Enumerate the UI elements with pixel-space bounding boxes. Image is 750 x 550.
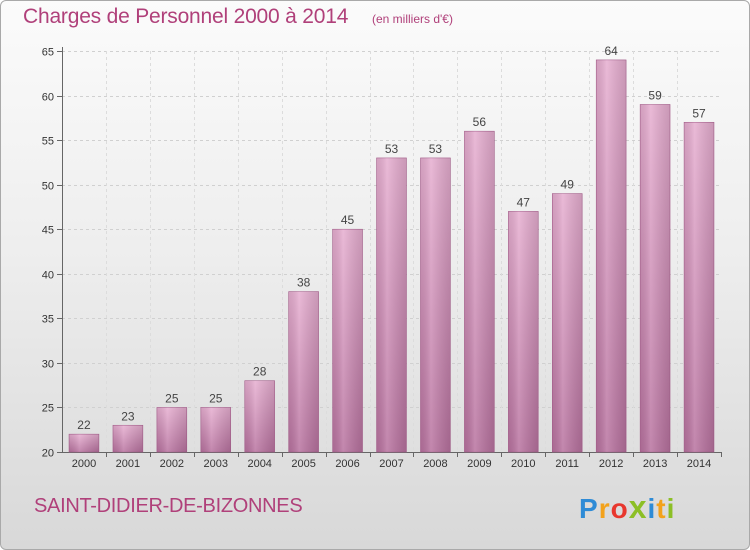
data-label: 53	[429, 142, 443, 156]
x-tick-label: 2004	[247, 458, 271, 470]
data-label: 45	[341, 213, 355, 227]
x-tick-label: 2014	[687, 458, 711, 470]
x-tick-label: 2009	[467, 458, 491, 470]
bar-shading	[244, 380, 275, 452]
data-label: 25	[209, 391, 223, 405]
x-tick-label: 2005	[291, 458, 315, 470]
y-tick-label: 25	[42, 403, 54, 415]
bar-shading	[464, 131, 495, 452]
x-tick-label: 2007	[379, 458, 403, 470]
bar-shading	[508, 211, 539, 452]
grid-lines	[62, 51, 721, 452]
y-tick-label: 50	[42, 181, 54, 193]
y-tick-label: 40	[42, 270, 54, 282]
commune-name: SAINT-DIDIER-DE-BIZONNES	[34, 495, 303, 517]
data-label: 64	[604, 44, 618, 58]
data-label: 25	[165, 391, 179, 405]
x-tick-label: 2013	[643, 458, 667, 470]
x-tick-label: 2002	[160, 458, 184, 470]
y-tick-label: 45	[42, 225, 54, 237]
axes	[57, 47, 722, 457]
data-label: 53	[385, 142, 399, 156]
y-tick-label: 20	[42, 448, 54, 460]
bar-shading	[376, 157, 407, 452]
x-tick-label: 2006	[335, 458, 359, 470]
y-tick-label: 35	[42, 314, 54, 326]
chart-subtitle: (en milliers d'€)	[372, 12, 453, 26]
bar-shading	[288, 291, 319, 452]
bar-shading	[684, 122, 714, 453]
data-label: 47	[517, 195, 531, 209]
bar-shading	[640, 104, 671, 452]
x-tick-label: 2012	[599, 458, 623, 470]
x-tick-label: 2003	[204, 458, 228, 470]
data-label: 59	[648, 88, 662, 102]
bar-shading	[552, 193, 583, 453]
data-label: 57	[692, 106, 706, 120]
data-label: 23	[121, 409, 135, 423]
data-label: 56	[473, 115, 487, 129]
bar-shading	[156, 407, 187, 452]
bar-shading	[69, 434, 99, 452]
x-tick-label: 2001	[116, 458, 140, 470]
chart-title: Charges de Personnel 2000 à 2014	[23, 5, 349, 28]
x-tick-label: 2010	[511, 458, 535, 470]
data-label: 28	[253, 365, 267, 379]
x-tick-label: 2000	[72, 458, 96, 470]
data-label: 49	[561, 178, 575, 192]
y-tick-label: 60	[42, 92, 54, 104]
data-label: 38	[297, 276, 311, 290]
y-tick-label: 65	[42, 47, 54, 59]
proxiti-logo[interactable]: Proxiti	[579, 489, 676, 525]
bar-shading	[420, 157, 451, 452]
bar-shading	[200, 407, 231, 452]
bars	[68, 59, 715, 453]
bar-shading	[596, 59, 627, 453]
data-label: 22	[77, 418, 91, 432]
labels: 20 25 30 35 40 45 50 55 60 65 2000 22 2001 23 2002 25 20…	[42, 44, 712, 470]
bar-shading	[112, 425, 143, 452]
y-tick-label: 30	[42, 359, 54, 371]
x-tick-label: 2011	[555, 458, 579, 470]
y-tick-label: 55	[42, 136, 54, 148]
x-tick-label: 2008	[423, 458, 447, 470]
bar-shading	[332, 229, 363, 452]
